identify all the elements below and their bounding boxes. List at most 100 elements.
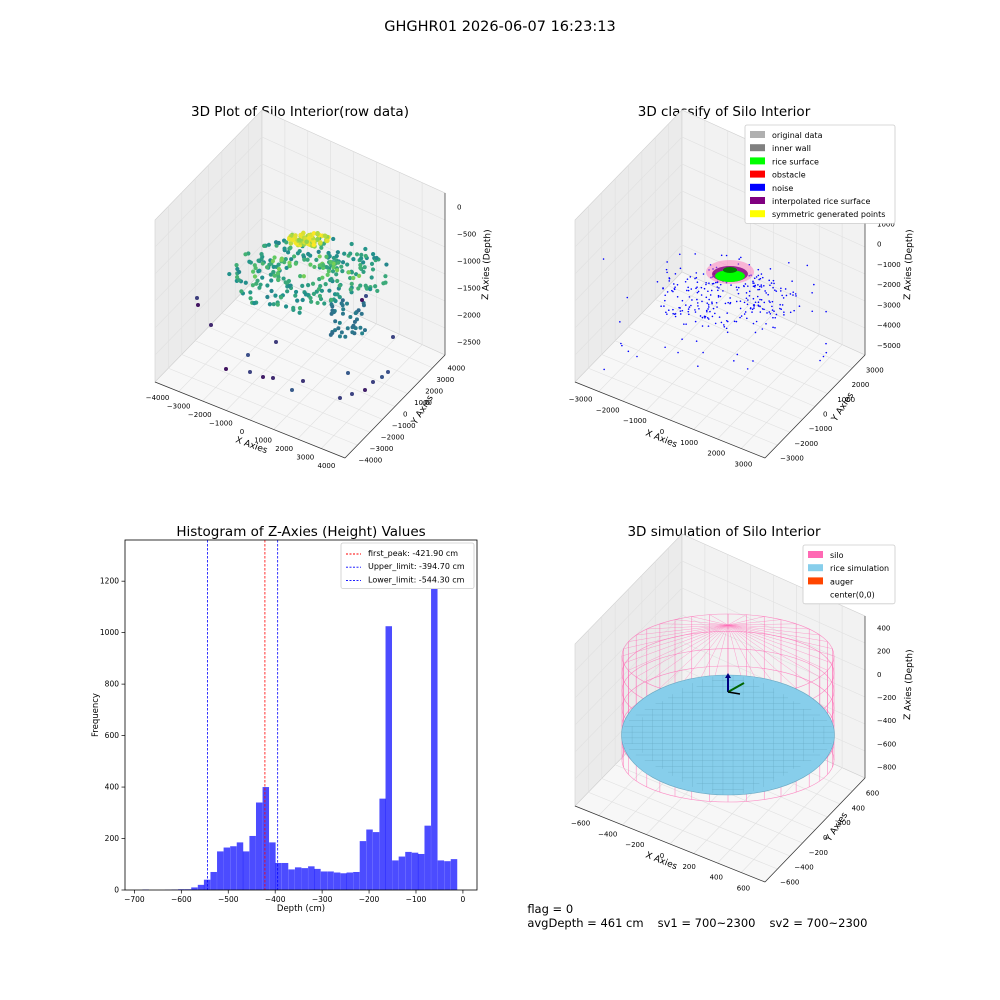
noise-point bbox=[683, 323, 685, 325]
noise-point bbox=[737, 286, 740, 289]
data-point bbox=[322, 233, 328, 239]
data-point bbox=[252, 263, 257, 268]
data-point bbox=[321, 265, 326, 271]
data-point bbox=[339, 264, 344, 269]
silo-wire bbox=[727, 624, 820, 678]
avg-depth-text: avgDepth = 461 cm bbox=[527, 916, 644, 930]
noise-point bbox=[694, 320, 697, 323]
data-point bbox=[287, 263, 292, 269]
noise-point bbox=[748, 263, 751, 266]
noise-point bbox=[737, 263, 740, 265]
legend-box bbox=[802, 544, 896, 605]
x-tick-label: −3000 bbox=[569, 395, 593, 403]
noise-point bbox=[764, 290, 766, 292]
data-point bbox=[375, 288, 380, 294]
noise-point bbox=[739, 307, 742, 310]
noise-point bbox=[707, 318, 710, 320]
noise-point bbox=[709, 264, 712, 266]
noise-point bbox=[689, 276, 692, 278]
noise-point bbox=[694, 309, 696, 311]
data-point bbox=[305, 257, 310, 262]
noise-point bbox=[705, 296, 708, 299]
noise-point bbox=[752, 280, 754, 283]
data-point bbox=[358, 262, 363, 268]
floor-gridline bbox=[668, 285, 853, 369]
data-point bbox=[292, 254, 297, 259]
silo-wire bbox=[727, 624, 833, 664]
noise-point bbox=[744, 311, 747, 313]
legend-label: interpolated rice surface bbox=[772, 197, 870, 206]
silo-wire bbox=[628, 624, 729, 671]
noise-point bbox=[701, 300, 703, 303]
data-point bbox=[256, 258, 261, 263]
noise-point bbox=[765, 322, 767, 325]
noise-point bbox=[759, 277, 762, 280]
data-point bbox=[293, 289, 299, 295]
noise-point bbox=[695, 276, 698, 279]
data-point bbox=[329, 276, 334, 282]
noise-point bbox=[695, 287, 697, 290]
silo-wire bbox=[727, 614, 747, 626]
figure-suptitle: GHGHR01 2026-06-07 16:23:13 bbox=[384, 19, 615, 35]
data-point bbox=[363, 253, 368, 259]
noise-point bbox=[725, 254, 728, 257]
noise-point bbox=[753, 307, 755, 309]
data-point bbox=[276, 266, 282, 272]
data-point bbox=[251, 269, 256, 274]
legend-swatch bbox=[808, 551, 823, 558]
noise-point bbox=[779, 307, 781, 310]
data-point bbox=[328, 297, 334, 302]
data-point bbox=[261, 375, 265, 379]
noise-point bbox=[746, 368, 749, 370]
noise-point bbox=[684, 304, 687, 306]
noise-point bbox=[725, 327, 728, 330]
data-point bbox=[321, 262, 326, 268]
noise-point bbox=[712, 307, 715, 310]
data-point bbox=[350, 330, 355, 335]
data-point bbox=[296, 237, 302, 243]
noise-point bbox=[743, 285, 745, 288]
noise-point bbox=[719, 283, 722, 286]
noise-point bbox=[755, 276, 758, 278]
y-tick-label: −400 bbox=[794, 864, 813, 872]
legend-label: noise bbox=[772, 184, 793, 193]
data-point bbox=[301, 230, 306, 236]
data-point bbox=[352, 319, 357, 324]
data-point bbox=[291, 305, 296, 311]
x-tick-label: 400 bbox=[710, 874, 723, 882]
noise-point bbox=[785, 294, 788, 297]
legend-label: Upper_limit: -394.70 cm bbox=[368, 562, 465, 571]
noise-point bbox=[707, 303, 710, 306]
data-point bbox=[335, 278, 340, 284]
noise-point bbox=[751, 311, 753, 313]
x-tick-label: −200 bbox=[625, 841, 644, 849]
noise-point bbox=[784, 288, 787, 290]
noise-point bbox=[758, 288, 761, 291]
data-point bbox=[361, 260, 366, 265]
noise-point bbox=[665, 268, 668, 271]
noise-point bbox=[740, 315, 743, 317]
legend-label: auger bbox=[830, 577, 854, 586]
noise-point bbox=[673, 313, 676, 315]
noise-point bbox=[789, 293, 792, 295]
data-point bbox=[346, 270, 351, 275]
noise-point bbox=[811, 310, 814, 313]
noise-point bbox=[708, 298, 710, 301]
data-point bbox=[286, 250, 291, 255]
data-point bbox=[354, 252, 360, 257]
panel-title: 3D simulation of Silo Interior bbox=[627, 524, 821, 540]
noise-point bbox=[806, 264, 809, 267]
noise-point bbox=[754, 331, 757, 334]
z-tick-label: −600 bbox=[877, 740, 896, 748]
data-point bbox=[350, 392, 354, 396]
data-point bbox=[338, 396, 342, 400]
data-point bbox=[358, 265, 363, 271]
noise-point bbox=[687, 289, 690, 292]
legend-box bbox=[744, 124, 896, 224]
data-point bbox=[333, 319, 338, 324]
noise-point bbox=[711, 301, 713, 303]
flag-text: flag = 0 bbox=[527, 902, 574, 916]
noise-point bbox=[720, 321, 723, 324]
histogram-bar bbox=[281, 862, 289, 890]
noise-point bbox=[757, 288, 759, 291]
